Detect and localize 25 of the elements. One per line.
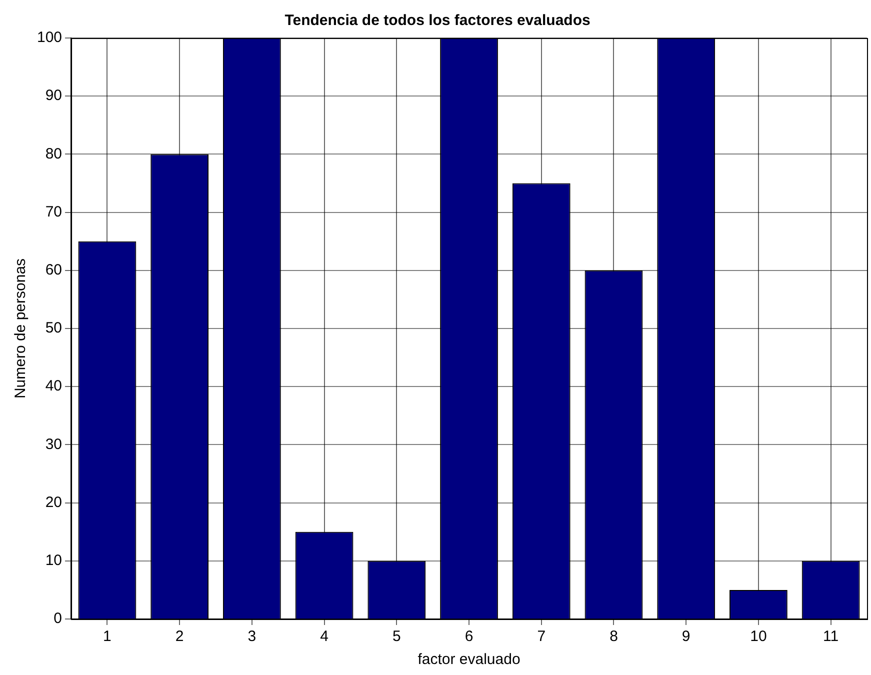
x-tick-label: 9 [682,628,690,646]
chart-title: Tendencia de todos los factores evaluados [284,12,590,30]
x-tick-label: 6 [464,628,474,646]
x-tick-label: 5 [392,628,401,646]
x-tick-label: 10 [750,628,767,646]
y-axis-title: Numero de personas [12,258,30,399]
y-tick-label: 90 [45,87,62,104]
y-tick-label: 30 [45,436,62,453]
x-axis-title: factor evaluado [418,651,520,668]
x-tick-label: 11 [823,628,839,646]
y-tick-label: 0 [54,610,62,628]
y-tick-label: 10 [45,552,62,570]
y-tick-label: 50 [45,320,62,337]
x-tick-label: 4 [320,628,328,646]
x-tick-label: 2 [175,628,184,646]
y-tick-label: 100 [36,29,62,46]
y-tick-label: 80 [45,145,62,162]
x-tick-label: 7 [537,628,546,646]
y-tick-label: 70 [45,203,62,220]
x-tick-label: 3 [248,628,256,646]
x-tick-label: 8 [610,628,618,646]
y-tick-label: 20 [45,494,62,511]
y-tick-label: 60 [45,262,62,279]
y-tick-label: 40 [45,378,62,395]
x-tick-label: 1 [103,628,112,646]
